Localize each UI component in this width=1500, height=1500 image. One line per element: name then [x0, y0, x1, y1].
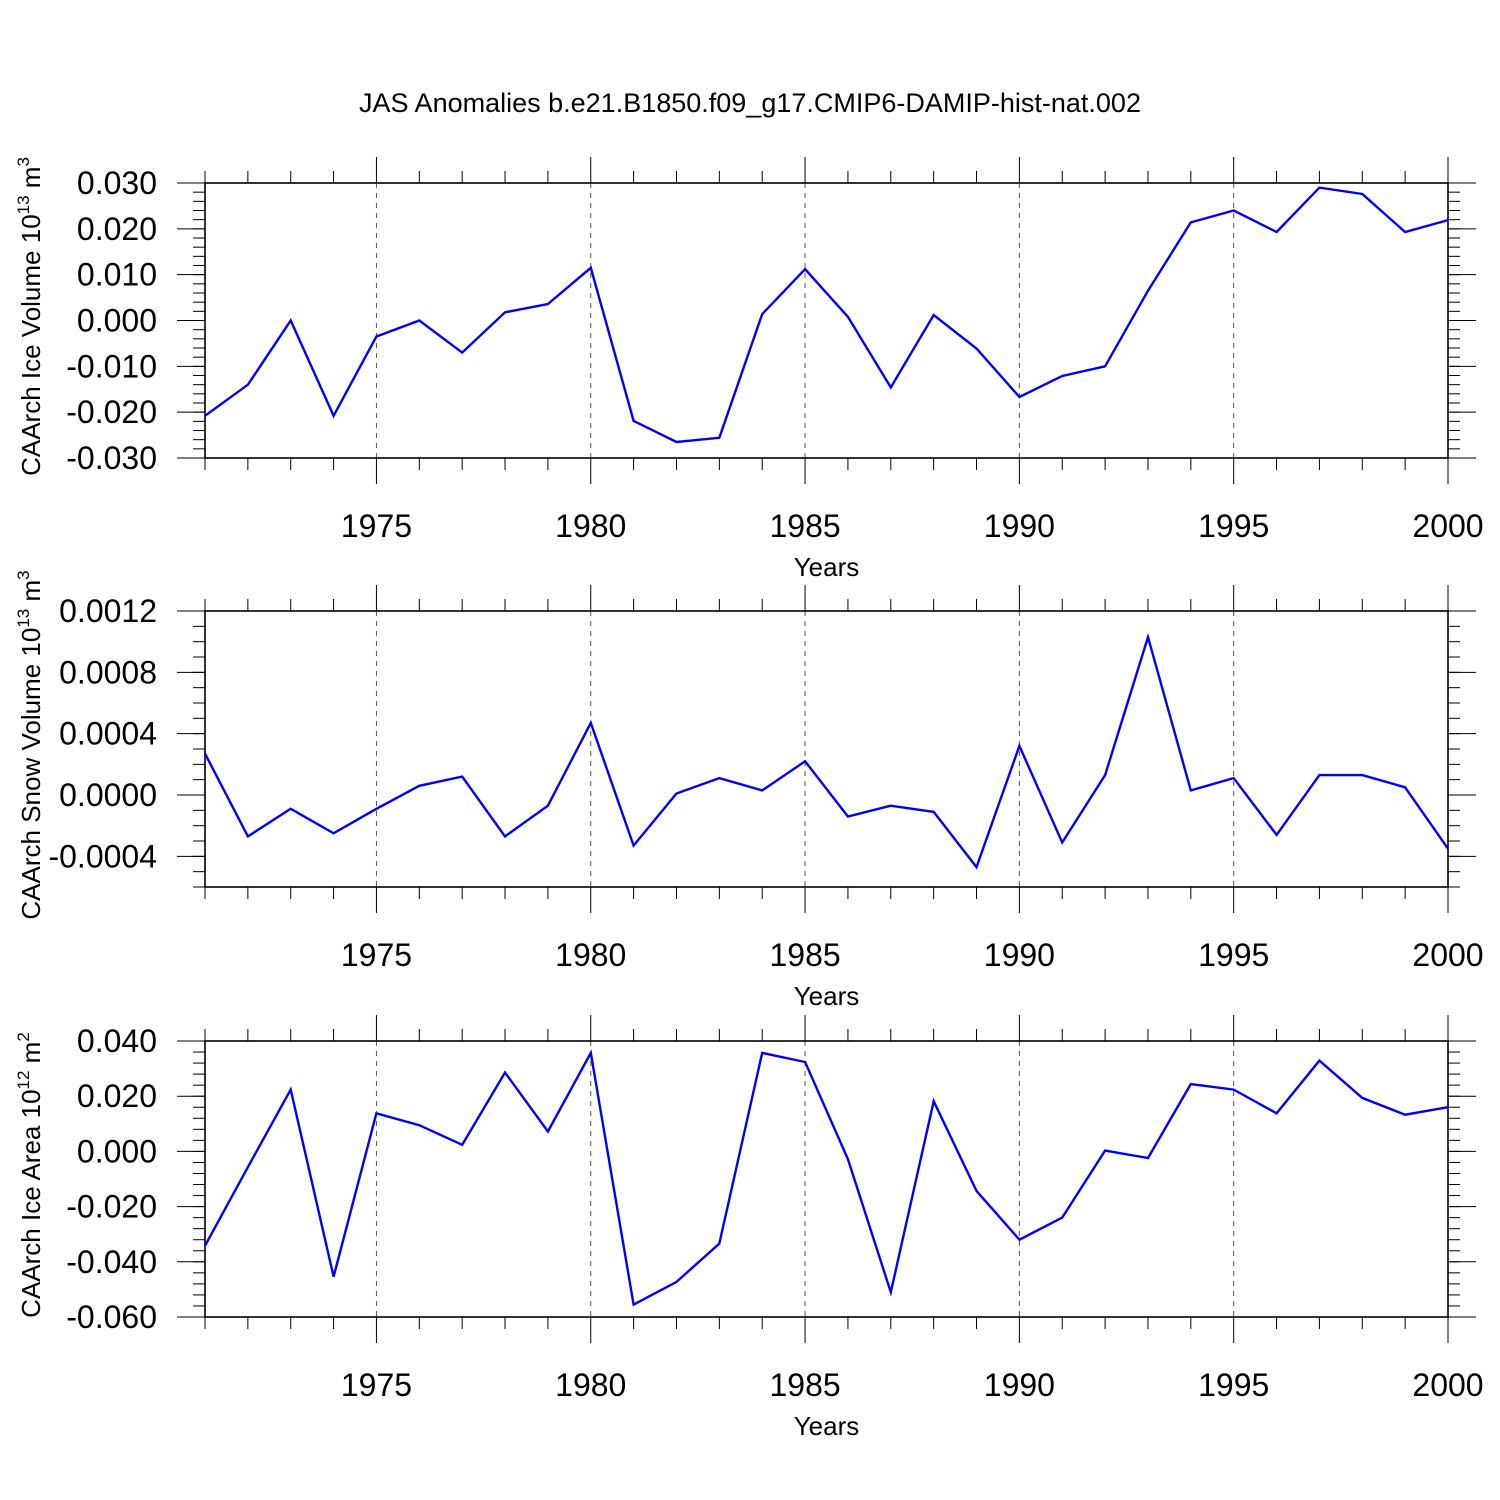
y-tick-label: 0.010 — [77, 257, 157, 293]
x-tick-label: 1975 — [341, 508, 412, 544]
y-tick-label: 0.0004 — [59, 716, 157, 752]
x-tick-label: 1990 — [984, 1367, 1055, 1403]
x-axis-label: Years — [794, 552, 860, 582]
x-tick-label: 1995 — [1198, 1367, 1269, 1403]
y-axis-label-unit: m — [16, 1042, 46, 1071]
x-tick-label: 1990 — [984, 937, 1055, 973]
x-tick-label: 2000 — [1412, 937, 1483, 973]
y-axis-label: CAArch Ice Volume 1013 m3 — [14, 157, 46, 476]
y-tick-label: -0.020 — [66, 1189, 157, 1225]
y-tick-label: 0.0000 — [59, 777, 157, 813]
y-tick-label: 0.0012 — [59, 593, 157, 629]
panel-ice-volume: -0.030 -0.020 -0.010 0.000 0.010 0.020 0.030 19… — [14, 157, 1484, 582]
series-line-snow-volume — [203, 632, 1449, 870]
y-tick-label: -0.060 — [66, 1299, 157, 1335]
x-tick-label: 1975 — [341, 1367, 412, 1403]
figure-title: JAS Anomalies b.e21.B1850.f09_g17.CMIP6-… — [359, 88, 1141, 118]
y-axis-label-text: CAArch Ice Volume 10 — [16, 214, 46, 476]
y-tick-label: 0.040 — [77, 1023, 157, 1059]
x-tick-label: 1985 — [769, 1367, 840, 1403]
y-axis-label: CAArch Snow Volume 1013 m3 — [14, 570, 46, 919]
x-axis-label: Years — [794, 981, 860, 1011]
x-tick-label: 1985 — [769, 937, 840, 973]
y-axis-label-exponent: 13 — [14, 195, 33, 214]
series-line-ice-area — [203, 1049, 1449, 1307]
y-axis-label-unit: m — [16, 580, 46, 609]
x-axis-label: Years — [794, 1411, 860, 1441]
y-tick-label: 0.020 — [77, 1078, 157, 1114]
y-tick-label: -0.0004 — [48, 838, 157, 874]
x-tick-label: 1990 — [984, 508, 1055, 544]
x-tick-label: 1995 — [1198, 937, 1269, 973]
x-tick-label: 2000 — [1412, 508, 1483, 544]
y-tick-label: 0.000 — [77, 303, 157, 339]
y-axis-label-unit-exponent: 3 — [14, 157, 33, 166]
x-tick-label: 2000 — [1412, 1367, 1483, 1403]
y-axis-label-exponent: 13 — [14, 609, 33, 628]
y-tick-label: -0.040 — [66, 1244, 157, 1280]
panel-snow-volume: -0.0004 0.0000 0.0004 0.0008 0.0012 1975 1980 1… — [14, 570, 1484, 1011]
y-tick-label: -0.030 — [66, 440, 157, 476]
y-axis-label-unit-exponent: 2 — [14, 1032, 33, 1041]
y-axis-label-text: CAArch Ice Area 10 — [16, 1089, 46, 1317]
plot-frame — [204, 1040, 1449, 1318]
x-tick-label: 1980 — [555, 508, 626, 544]
y-tick-label: 0.030 — [77, 165, 157, 201]
panel-ice-area: -0.060 -0.040 -0.020 0.000 0.020 0.040 1975 198… — [14, 1015, 1484, 1441]
x-tick-label: 1985 — [769, 508, 840, 544]
y-tick-label: -0.010 — [66, 348, 157, 384]
y-axis-label-exponent: 12 — [14, 1071, 33, 1090]
y-axis-label-unit: m — [16, 167, 46, 196]
y-axis-label: CAArch Ice Area 1012 m2 — [14, 1032, 46, 1318]
y-axis-label-unit-exponent: 3 — [14, 570, 33, 579]
y-tick-label: -0.020 — [66, 394, 157, 430]
x-tick-label: 1975 — [341, 937, 412, 973]
y-tick-label: 0.020 — [77, 211, 157, 247]
x-tick-label: 1980 — [555, 1367, 626, 1403]
x-tick-label: 1980 — [555, 937, 626, 973]
series-line-ice-volume — [204, 186, 1449, 444]
y-axis-label-text: CAArch Snow Volume 10 — [16, 628, 46, 920]
x-tick-label: 1995 — [1198, 508, 1269, 544]
y-tick-label: 0.0008 — [59, 654, 157, 690]
y-tick-label: 0.000 — [77, 1133, 157, 1169]
